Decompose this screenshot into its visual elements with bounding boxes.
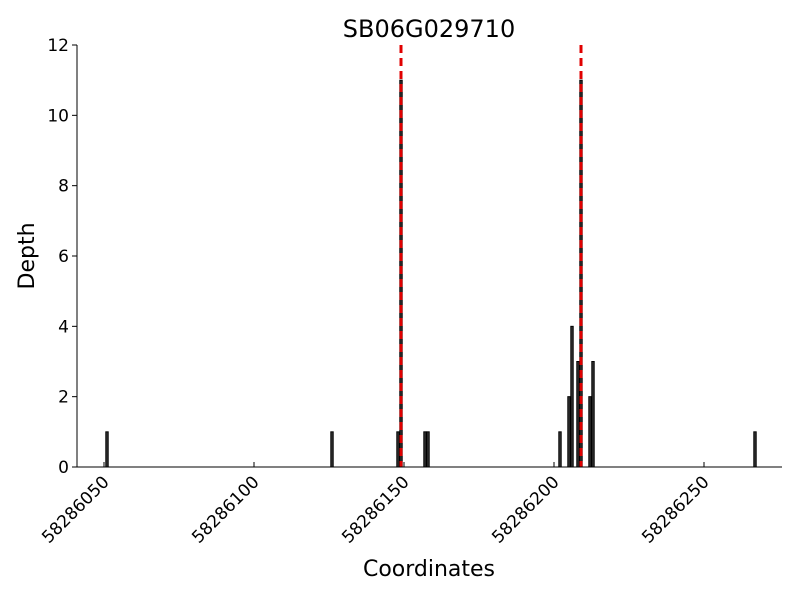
y-tick-label: 6 xyxy=(58,247,69,267)
bar xyxy=(588,396,592,468)
bar xyxy=(105,431,109,468)
y-tick-label: 8 xyxy=(58,177,69,197)
bar xyxy=(753,431,757,468)
bar xyxy=(570,325,574,468)
chart-title: SB06G029710 xyxy=(343,15,515,43)
y-tick-label: 10 xyxy=(47,106,69,126)
bar xyxy=(591,361,595,468)
bar xyxy=(558,431,562,468)
bar xyxy=(426,431,430,468)
bar xyxy=(576,361,580,468)
y-tick-label: 2 xyxy=(58,388,69,408)
y-axis-label: Depth xyxy=(15,222,40,289)
bar xyxy=(567,396,571,468)
x-axis-label: Coordinates xyxy=(363,557,495,582)
y-tick-label: 12 xyxy=(47,36,69,56)
y-tick-label: 4 xyxy=(58,317,69,337)
bar xyxy=(330,431,334,468)
y-tick-label: 0 xyxy=(58,458,69,478)
bar xyxy=(423,431,427,468)
bar xyxy=(396,431,400,468)
